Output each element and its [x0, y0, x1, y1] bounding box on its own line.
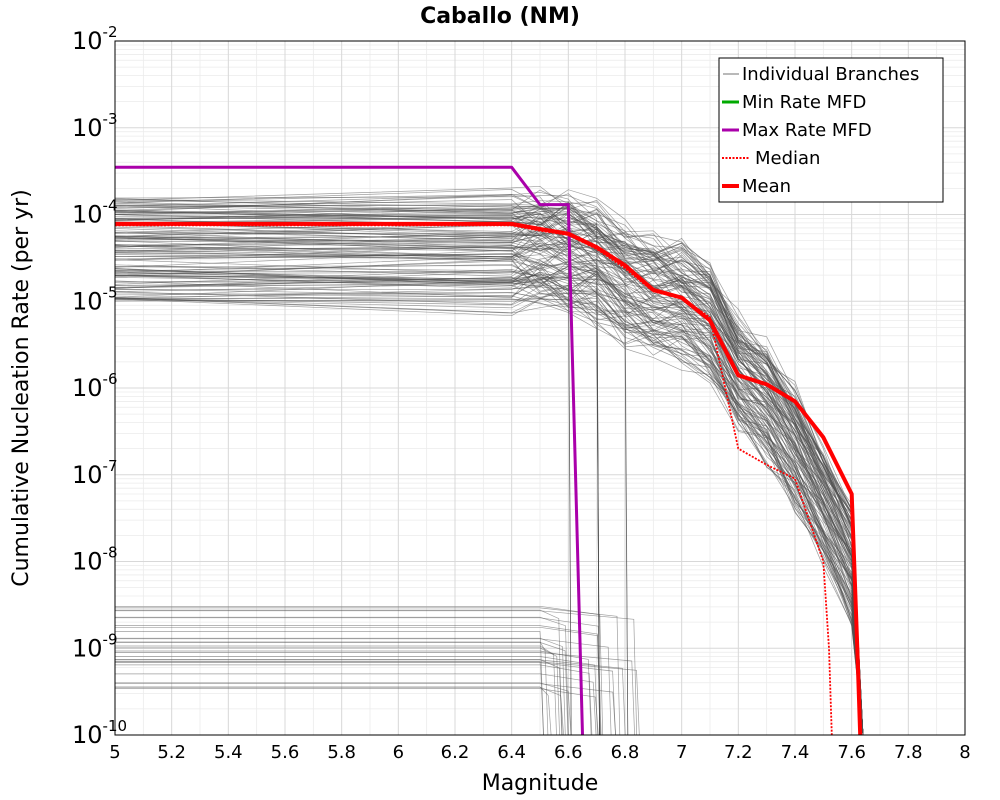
- x-tick-label: 5.6: [271, 742, 300, 763]
- individual-branch-line: [114, 223, 864, 736]
- x-ticks: 5 5.2 5.4 5.6 5.8 6 6.2 6.4 6.6 6.8 7 7.2 7.4 7.6 7.8 8: [109, 742, 970, 763]
- x-tick-label: 6.6: [554, 742, 583, 763]
- individual-branch-line: [114, 224, 864, 736]
- individual-branch-line: [115, 656, 598, 736]
- individual-branch-line: [114, 271, 864, 736]
- individual-branch-line: [115, 686, 564, 736]
- y-tick-label: 10-8: [72, 544, 118, 576]
- x-tick-label: 7.6: [837, 742, 866, 763]
- individual-branch-line: [115, 638, 612, 736]
- chart-title: Caballo (NM): [420, 4, 580, 29]
- legend-label-branches: Individual Branches: [742, 64, 919, 85]
- individual-branch-line: [114, 191, 864, 736]
- individual-branch-line: [115, 645, 557, 736]
- individual-branch-line: [114, 245, 864, 736]
- individual-branch-line: [114, 298, 864, 736]
- individual-branch-line: [114, 259, 864, 736]
- individual-branch-line: [115, 616, 569, 736]
- series-line-mean: [115, 221, 863, 736]
- x-tick-label: 6: [393, 742, 404, 763]
- individual-branch-line: [115, 688, 599, 736]
- individual-branch-line: [115, 664, 593, 736]
- individual-branch-line: [114, 260, 600, 736]
- individual-branch-line: [114, 268, 864, 736]
- x-tick-label: 6.4: [497, 742, 526, 763]
- x-tick-label: 5: [109, 742, 120, 763]
- individual-branch-line: [114, 271, 864, 736]
- individual-branch-line: [115, 609, 562, 736]
- individual-branch-line: [115, 626, 601, 736]
- individual-branch-line: [115, 641, 549, 736]
- y-tick-label: 10-2: [72, 23, 118, 55]
- individual-branch-line: [115, 605, 604, 736]
- legend-label-max: Max Rate MFD: [742, 120, 872, 141]
- individual-branch-line: [115, 617, 602, 736]
- x-tick-label: 5.4: [214, 742, 243, 763]
- y-ticks: 10-2 10-3 10-4 10-5 10-6 10-7 10-8 10-9 10-10: [72, 23, 127, 749]
- individual-branch-line: [114, 264, 864, 736]
- individual-branch-line: [114, 277, 629, 736]
- individual-branch-line: [115, 683, 616, 736]
- legend-label-min: Min Rate MFD: [742, 92, 866, 113]
- x-tick-label: 6.8: [611, 742, 640, 763]
- individual-branch-line: [115, 631, 544, 736]
- individual-branch-line: [115, 682, 572, 736]
- individual-branch-line: [114, 205, 864, 736]
- x-tick-label: 7.8: [894, 742, 923, 763]
- plot-frame: [114, 40, 966, 736]
- y-tick-label: 10-5: [72, 283, 118, 315]
- y-tick-label: 10-7: [72, 457, 118, 489]
- legend-label-median: Median: [755, 148, 820, 169]
- individual-branch-line: [114, 205, 864, 736]
- x-tick-label: 7: [676, 742, 687, 763]
- series-layer: [115, 165, 863, 736]
- individual-branch-line: [114, 276, 864, 736]
- y-tick-label: 10-6: [72, 370, 118, 402]
- individual-branch-line: [114, 195, 864, 736]
- legend: Individual Branches Min Rate MFD Max Rat…: [718, 57, 944, 203]
- x-tick-label: 5.2: [157, 742, 186, 763]
- x-tick-label: 7.4: [781, 742, 810, 763]
- individual-branch-line: [114, 212, 864, 736]
- legend-box: [718, 57, 944, 203]
- series-line-max-rate-mfd: [115, 165, 584, 736]
- y-tick-label: 10-4: [72, 197, 118, 229]
- individual-branch-line: [115, 637, 566, 736]
- x-tick-label: 8: [959, 742, 970, 763]
- individual-branch-line: [114, 277, 629, 736]
- individual-branch-line: [114, 279, 864, 736]
- individual-branch-line: [115, 662, 616, 736]
- individual-branch-line: [115, 652, 635, 736]
- individual-branch-line: [114, 265, 864, 736]
- individual-branch-line: [114, 295, 864, 736]
- y-tick-label: 10-9: [72, 630, 118, 662]
- x-axis-label: Magnitude: [482, 771, 599, 796]
- individual-branch-line: [114, 278, 864, 736]
- x-tick-label: 7.2: [724, 742, 753, 763]
- y-tick-label: 10-10: [72, 717, 127, 749]
- y-tick-label: 10-3: [72, 110, 118, 142]
- x-tick-label: 6.2: [441, 742, 470, 763]
- individual-branch-line: [114, 207, 864, 736]
- individual-branch-line: [114, 264, 864, 736]
- x-tick-label: 5.8: [327, 742, 356, 763]
- individual-branch-line: [114, 270, 864, 736]
- individual-branch-line: [114, 213, 864, 736]
- individual-branch-line: [114, 244, 864, 736]
- individual-branch-line: [114, 242, 864, 736]
- individual-branch-line: [114, 217, 864, 736]
- legend-label-mean: Mean: [742, 176, 791, 197]
- individual-branch-line: [115, 650, 592, 736]
- individual-branch-line: [114, 273, 864, 736]
- y-axis-label: Cumulative Nucleation Rate (per yr): [9, 189, 34, 587]
- individual-branch-line: [115, 610, 638, 736]
- individual-branch-line: [115, 647, 560, 736]
